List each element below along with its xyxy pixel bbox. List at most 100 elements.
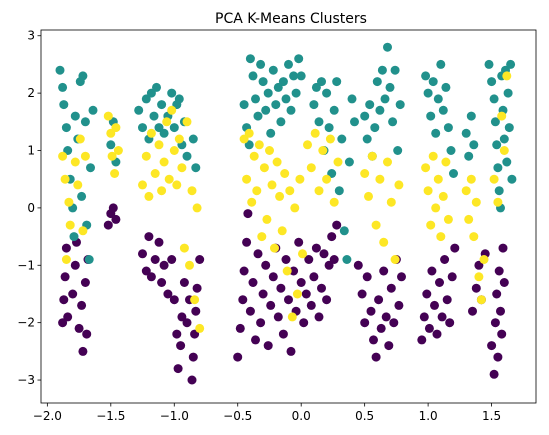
- data-point: [327, 232, 336, 241]
- data-point: [397, 272, 406, 281]
- data-point: [462, 186, 471, 195]
- data-point: [311, 129, 320, 138]
- data-point: [261, 261, 270, 270]
- data-point: [180, 244, 189, 253]
- data-point: [492, 290, 501, 299]
- data-point: [326, 135, 335, 144]
- data-point: [303, 140, 312, 149]
- data-point: [138, 249, 147, 258]
- data-point: [240, 100, 249, 109]
- data-point: [440, 255, 449, 264]
- data-point: [271, 100, 280, 109]
- data-point: [160, 129, 169, 138]
- data-point: [322, 295, 331, 304]
- data-point: [495, 267, 504, 276]
- data-point: [160, 158, 169, 167]
- data-point: [188, 186, 197, 195]
- data-point: [180, 278, 189, 287]
- data-point: [195, 255, 204, 264]
- data-point: [342, 255, 351, 264]
- data-point: [422, 290, 431, 299]
- data-point: [315, 312, 324, 321]
- data-point: [155, 140, 164, 149]
- data-point: [106, 140, 115, 149]
- data-point: [262, 215, 271, 224]
- data-point: [242, 238, 251, 247]
- data-point: [360, 318, 369, 327]
- data-point: [282, 94, 291, 103]
- data-point: [247, 198, 256, 207]
- data-point: [282, 255, 291, 264]
- data-point: [374, 295, 383, 304]
- data-point: [369, 335, 378, 344]
- data-point: [373, 77, 382, 86]
- data-point: [383, 43, 392, 52]
- data-point: [58, 83, 67, 92]
- data-point: [170, 123, 179, 132]
- data-point: [288, 312, 297, 321]
- data-point: [151, 255, 160, 264]
- data-point: [507, 175, 516, 184]
- data-point: [502, 71, 511, 80]
- data-point: [71, 112, 80, 121]
- data-point: [172, 330, 181, 339]
- data-point: [439, 106, 448, 115]
- data-point: [370, 123, 379, 132]
- data-point: [467, 112, 476, 121]
- data-point: [443, 295, 452, 304]
- data-point: [332, 77, 341, 86]
- x-tick-label: −1.5: [96, 409, 125, 423]
- data-point: [147, 272, 156, 281]
- data-point: [334, 158, 343, 167]
- data-point: [82, 330, 91, 339]
- data-point: [302, 290, 311, 299]
- data-point: [144, 192, 153, 201]
- x-tick-label: 1.5: [482, 409, 501, 423]
- data-point: [492, 140, 501, 149]
- data-point: [426, 112, 435, 121]
- data-point: [85, 255, 94, 264]
- data-point: [261, 106, 270, 115]
- data-point: [193, 203, 202, 212]
- data-point: [448, 272, 457, 281]
- data-point: [497, 112, 506, 121]
- data-point: [320, 249, 329, 258]
- data-point: [290, 203, 299, 212]
- data-point: [493, 163, 502, 172]
- data-point: [155, 238, 164, 247]
- data-point: [254, 112, 263, 121]
- data-point: [445, 318, 454, 327]
- data-point: [62, 255, 71, 264]
- data-point: [391, 255, 400, 264]
- points-layer: [56, 43, 517, 385]
- data-point: [165, 175, 174, 184]
- data-point: [340, 226, 349, 235]
- data-point: [381, 94, 390, 103]
- data-point: [285, 186, 294, 195]
- data-point: [387, 198, 396, 207]
- data-point: [61, 175, 70, 184]
- data-point: [307, 163, 316, 172]
- data-point: [496, 307, 505, 316]
- data-point: [167, 89, 176, 98]
- data-point: [81, 278, 90, 287]
- data-point: [185, 261, 194, 270]
- data-point: [379, 267, 388, 276]
- data-point: [358, 290, 367, 299]
- data-point: [175, 94, 184, 103]
- data-point: [251, 335, 260, 344]
- data-point: [249, 71, 258, 80]
- data-point: [464, 152, 473, 161]
- data-point: [330, 106, 339, 115]
- data-point: [81, 117, 90, 126]
- data-point: [426, 221, 435, 230]
- data-point: [280, 169, 289, 178]
- data-point: [157, 186, 166, 195]
- data-point: [500, 278, 509, 287]
- data-point: [104, 221, 113, 230]
- data-point: [504, 89, 513, 98]
- data-point: [450, 244, 459, 253]
- data-point: [160, 261, 169, 270]
- data-point: [433, 330, 442, 339]
- data-point: [283, 267, 292, 276]
